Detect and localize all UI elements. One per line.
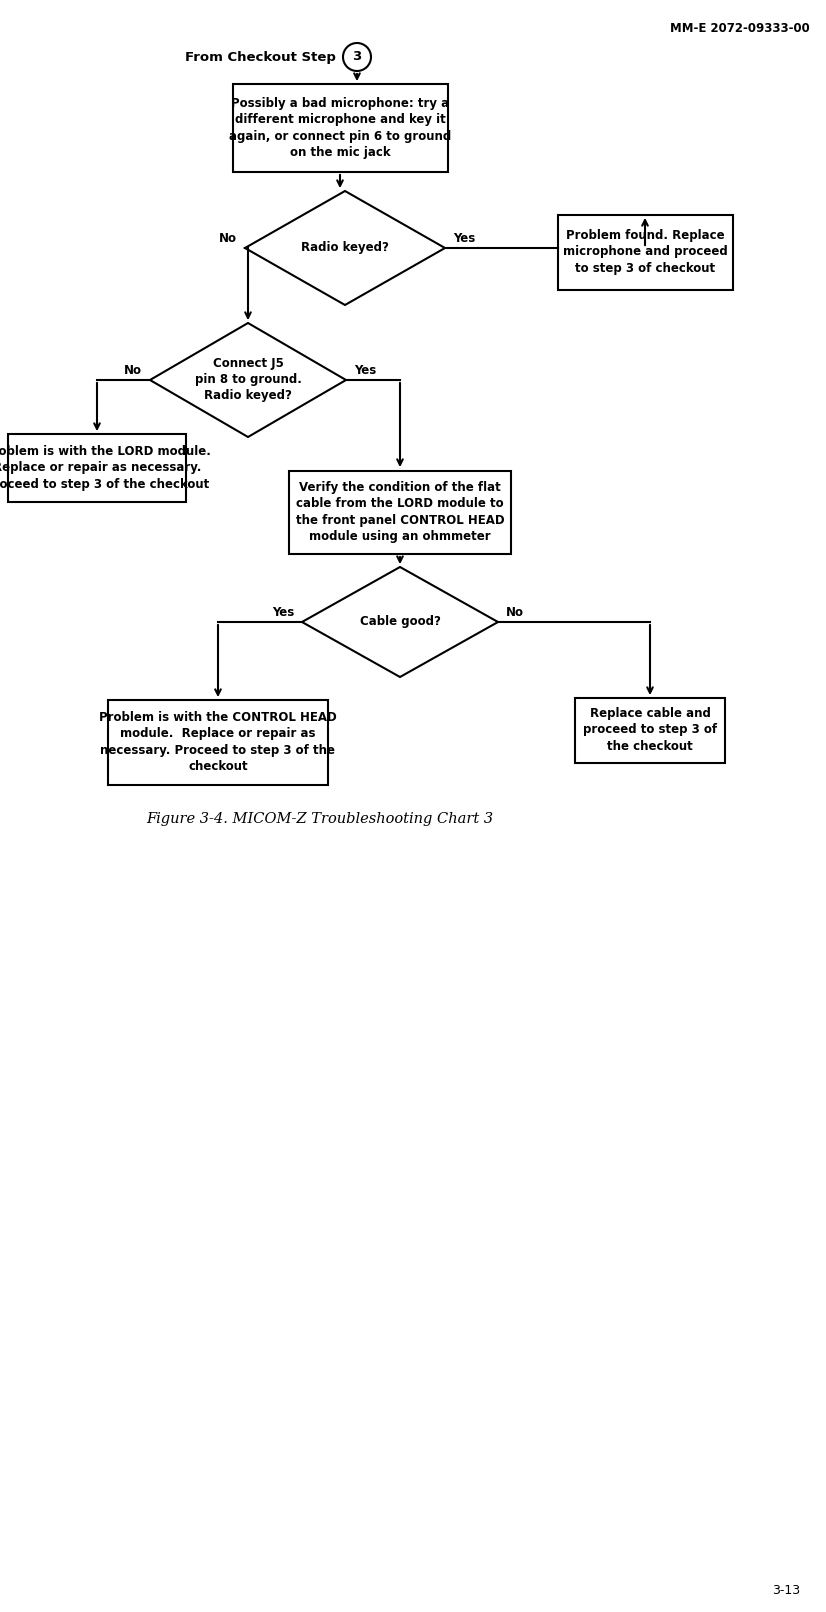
- Text: Yes: Yes: [272, 606, 294, 619]
- Text: 3-13: 3-13: [771, 1585, 800, 1597]
- Text: Yes: Yes: [354, 363, 377, 377]
- Text: Verify the condition of the flat
cable from the LORD module to
the front panel C: Verify the condition of the flat cable f…: [296, 480, 505, 543]
- Polygon shape: [150, 322, 346, 437]
- Polygon shape: [245, 190, 445, 305]
- Text: From Checkout Step: From Checkout Step: [185, 50, 336, 63]
- Bar: [8, 434, 186, 501]
- Text: Possibly a bad microphone: try a
different microphone and key it
again, or conne: Possibly a bad microphone: try a differe…: [229, 97, 451, 160]
- Polygon shape: [302, 567, 498, 677]
- Text: MM-E 2072-09333-00: MM-E 2072-09333-00: [670, 23, 810, 35]
- Bar: [108, 700, 328, 785]
- Text: Problem is with the CONTROL HEAD
module.  Replace or repair as
necessary. Procee: Problem is with the CONTROL HEAD module.…: [99, 711, 337, 774]
- Bar: [558, 214, 733, 290]
- Text: Yes: Yes: [453, 232, 475, 245]
- Text: No: No: [219, 232, 237, 245]
- Text: Problem found. Replace
microphone and proceed
to step 3 of checkout: Problem found. Replace microphone and pr…: [563, 229, 728, 276]
- Text: Replace cable and
proceed to step 3 of
the checkout: Replace cable and proceed to step 3 of t…: [583, 708, 717, 753]
- Text: Connect J5
pin 8 to ground.
Radio keyed?: Connect J5 pin 8 to ground. Radio keyed?: [195, 358, 301, 403]
- Bar: [289, 471, 511, 553]
- Text: No: No: [124, 363, 142, 377]
- Bar: [232, 84, 448, 172]
- Text: Problem is with the LORD module.
Replace or repair as necessary.
Proceed to step: Problem is with the LORD module. Replace…: [0, 445, 211, 492]
- Text: No: No: [506, 606, 524, 619]
- Text: Radio keyed?: Radio keyed?: [301, 242, 389, 255]
- Text: 3: 3: [353, 50, 362, 63]
- Text: Cable good?: Cable good?: [359, 616, 440, 629]
- Text: Figure 3-4. MICOM-Z Troubleshooting Chart 3: Figure 3-4. MICOM-Z Troubleshooting Char…: [146, 812, 494, 825]
- Bar: [575, 698, 725, 762]
